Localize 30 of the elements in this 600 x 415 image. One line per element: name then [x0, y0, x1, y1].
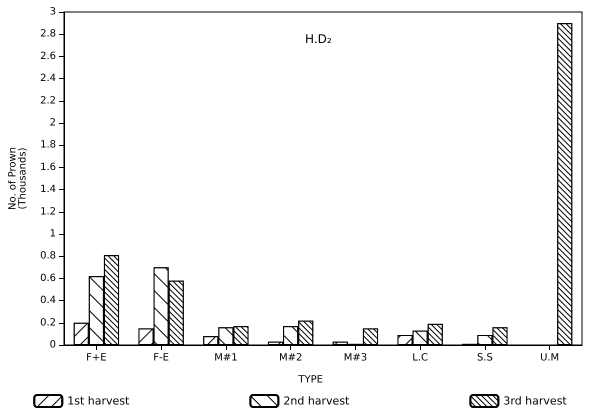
x-tick-label: L.C [412, 352, 428, 364]
y-tick-label: 2.2 [40, 95, 56, 106]
x-tick-label: F-E [153, 352, 169, 364]
y-tick-label: 2.6 [40, 50, 56, 62]
legend-label: 2nd harvest [283, 394, 350, 408]
x-tick-label: M#2 [278, 352, 302, 364]
x-tick-label: M#1 [214, 352, 238, 364]
x-tick-label: F+E [86, 352, 107, 364]
y-tick-label: 1.2 [40, 206, 56, 218]
x-tick-label: U.M [540, 352, 560, 364]
y-tick-label: 2.4 [40, 73, 56, 84]
legend-label: 3rd harvest [503, 394, 568, 408]
y-tick-label: 2.8 [40, 28, 56, 40]
y-axis-title: No. of Prown (Thousands) [8, 147, 28, 210]
x-tick-label: M#3 [344, 352, 368, 364]
x-axis-title: TYPE [297, 374, 323, 386]
y-tick-label: 3 [50, 6, 56, 18]
y-tick-label: 1.4 [40, 184, 56, 196]
y-tick-label: 0.8 [40, 250, 56, 262]
legend-label: 1st harvest [67, 394, 130, 408]
y-tick-label: 0.6 [40, 272, 56, 284]
y-tick-label: 1 [50, 228, 56, 240]
y-tick-label: 0.2 [40, 317, 56, 328]
y-tick-label: 1.6 [40, 162, 56, 173]
y-tick-label: 2 [50, 118, 56, 128]
y-tick-label: 0.4 [40, 295, 56, 306]
y-tick-label: 0 [50, 340, 56, 350]
x-tick-label: S.S [476, 352, 493, 364]
y-tick-label: 1.8 [40, 140, 56, 151]
text: H.D₂ [305, 32, 332, 46]
